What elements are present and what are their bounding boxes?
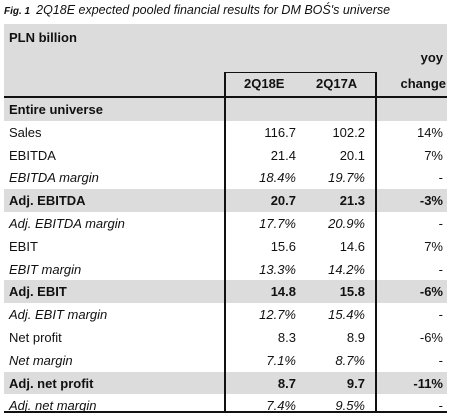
table-row: EBITDA margin 18.4% 19.7% - [4,166,447,189]
row-label: Entire universe [9,102,103,117]
value-2q18e: 7.1% [266,352,296,368]
value-2q17a: 9.5% [335,398,365,414]
figure-number: Fig. 1 [4,6,31,17]
value-yoy-change: 7% [424,147,443,163]
value-2q17a: 15.8 [339,284,365,300]
figure-title: 2Q18E expected pooled financial results … [36,3,391,17]
column-header-change: change [400,76,446,91]
value-2q18e: 116.7 [264,124,296,140]
unit-label: PLN billion [9,30,77,45]
row-label: EBITDA [9,147,56,163]
row-label: EBIT [9,238,38,254]
value-2q17a: 9.7 [346,375,365,391]
table-bottom-rule [4,411,447,413]
value-2q17a: 20.9% [328,216,365,231]
row-label: Adj. EBITDA [9,193,86,209]
value-2q17a: 102.2 [332,124,365,140]
row-label: Sales [9,124,42,140]
column-rule-right [375,72,377,412]
row-label: EBIT margin [9,261,82,277]
table-row: EBIT margin 13.3% 14.2% - [4,258,447,281]
table-row: Adj. EBIT 14.8 15.8 -6% [4,280,447,304]
header-rule [4,96,447,98]
value-yoy-change: -11% [413,375,443,391]
value-yoy-change: -6% [419,330,443,345]
value-2q18e: 13.3% [259,261,296,277]
table-row: Adj. EBITDA margin 17.7% 20.9% - [4,212,447,235]
column-header-2q18e: 2Q18E [244,76,285,91]
table-row: Sales 116.7 102.2 14% [4,121,447,144]
value-2q17a: 14.2% [328,261,365,277]
row-label: Adj. EBIT [9,284,67,300]
value-2q17a: 15.4% [328,307,365,323]
value-yoy-change: - [438,170,443,186]
value-2q18e: 20.7 [270,193,296,209]
table-row: EBITDA 21.4 20.1 7% [4,144,447,167]
row-label: Adj. net profit [9,375,94,391]
value-2q18e: 17.7% [259,216,296,231]
figure-caption: Fig. 1 2Q18E expected pooled financial re… [4,3,390,17]
value-yoy-change: - [438,307,443,323]
value-2q17a: 20.1 [339,147,365,163]
row-label: Net margin [9,352,73,368]
value-2q18e: 12.7% [259,307,296,323]
table-row: EBIT 15.6 14.6 7% [4,235,447,258]
table-row: Entire universe [4,98,447,121]
value-2q18e: 18.4% [259,170,296,186]
column-header-2q17a: 2Q17A [316,76,358,91]
value-2q18e: 8.3 [277,330,296,345]
yoy-label: yoy [420,50,443,65]
row-label: EBITDA margin [9,170,99,186]
value-2q17a: 19.7% [328,170,365,186]
value-yoy-change: - [438,216,443,231]
table-row: Net profit 8.3 8.9 -6% [4,326,447,349]
value-2q18e: 21.4 [270,147,296,163]
value-2q18e: 14.8 [270,284,296,300]
row-label: Adj. EBITDA margin [9,216,125,231]
value-yoy-change: -3% [419,193,443,209]
value-2q18e: 7.4% [266,398,296,414]
value-yoy-change: 14% [416,124,443,140]
value-2q17a: 8.9 [346,330,365,345]
value-2q18e: 15.6 [270,238,296,254]
value-yoy-change: - [438,398,443,414]
value-yoy-change: - [438,352,443,368]
table-row: Adj. EBITDA 20.7 21.3 -3% [4,189,447,212]
row-label: Net profit [9,330,62,345]
value-2q17a: 14.6 [339,238,365,254]
value-2q17a: 8.7% [335,352,365,368]
value-2q18e: 8.7 [277,375,296,391]
table-header: PLN billion yoy [4,24,447,98]
row-label: Adj. EBIT margin [9,307,108,323]
row-label: Adj. net margin [9,398,97,414]
table-row: Adj. EBIT margin 12.7% 15.4% - [4,303,447,326]
value-yoy-change: -6% [419,284,443,300]
value-yoy-change: 7% [424,238,443,254]
value-2q17a: 21.3 [339,193,365,209]
table-row: Net margin 7.1% 8.7% - [4,349,447,372]
value-yoy-change: - [438,261,443,277]
table-row: Adj. net margin 7.4% 9.5% - [4,394,447,417]
column-rule-left [224,72,226,412]
table-row: Adj. net profit 8.7 9.7 -11% [4,371,447,395]
